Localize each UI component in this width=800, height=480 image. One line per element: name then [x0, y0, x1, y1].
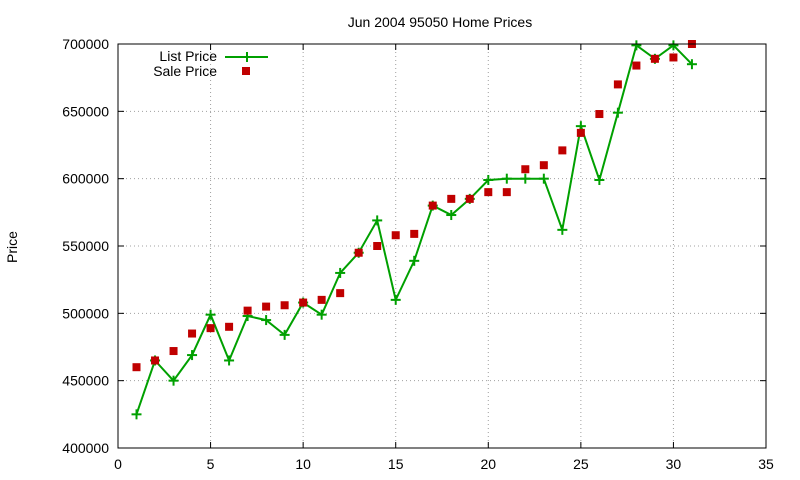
x-tick-label: 25 — [573, 456, 589, 472]
data-point-sale-price — [410, 229, 419, 238]
series-layer — [131, 40, 697, 420]
x-tick-label: 30 — [666, 456, 682, 472]
data-point-list-price — [390, 294, 401, 305]
data-point-list-price — [316, 309, 327, 320]
data-point-sale-price — [632, 61, 641, 70]
data-point-sale-price — [206, 324, 215, 333]
data-point-sale-price — [502, 188, 511, 197]
data-point-list-price — [372, 215, 383, 226]
data-point-list-price — [168, 375, 179, 386]
legend-marker-list-price — [242, 52, 252, 62]
data-point-sale-price — [132, 363, 141, 372]
data-point-list-price — [279, 329, 290, 340]
y-axis-label: Price — [4, 231, 20, 263]
data-point-sale-price — [613, 80, 622, 89]
series-sale-price — [132, 40, 696, 372]
data-point-list-price — [224, 355, 235, 366]
data-point-list-price — [261, 315, 272, 326]
data-point-sale-price — [484, 188, 493, 197]
tick-labels: 0 5 10 15 20 25 30 35 400000 450000 500000 550000 60… — [62, 36, 774, 472]
legend-label-sale-price: Sale Price — [153, 63, 217, 79]
plot-frame — [117, 43, 767, 449]
data-point-sale-price — [169, 347, 178, 356]
data-point-list-price — [483, 175, 494, 186]
series-list-price — [131, 40, 697, 420]
data-point-sale-price — [299, 298, 308, 307]
y-tick-label: 550000 — [62, 238, 109, 254]
data-point-sale-price — [558, 146, 567, 155]
data-point-sale-price — [447, 194, 456, 203]
data-point-sale-price — [188, 329, 197, 338]
series-line-list-price — [135, 43, 693, 415]
legend-label-list-price: List Price — [159, 48, 217, 64]
y-tick-label: 700000 — [62, 36, 109, 52]
x-tick-label: 35 — [758, 456, 774, 472]
data-point-list-price — [520, 173, 531, 184]
data-point-sale-price — [391, 231, 400, 240]
data-point-sale-price — [317, 295, 326, 304]
data-point-list-price — [557, 224, 568, 235]
data-point-sale-price — [539, 161, 548, 170]
y-tick-label: 450000 — [62, 373, 109, 389]
data-point-list-price — [594, 175, 605, 186]
x-tick-label: 15 — [388, 456, 404, 472]
data-point-list-price — [335, 267, 346, 278]
data-point-sale-price — [465, 194, 474, 203]
data-point-list-price — [187, 350, 198, 361]
x-tick-label: 5 — [207, 456, 215, 472]
x-tick-label: 20 — [480, 456, 496, 472]
data-point-list-price — [686, 59, 697, 70]
legend-marker-sale-price — [242, 67, 250, 75]
chart-title: Jun 2004 95050 Home Prices — [348, 14, 532, 30]
x-tick-label: 0 — [114, 456, 122, 472]
data-point-list-price — [205, 309, 216, 320]
data-point-list-price — [501, 173, 512, 184]
data-point-sale-price — [650, 54, 659, 63]
data-point-list-price — [446, 210, 457, 221]
data-point-sale-price — [280, 301, 289, 310]
data-point-sale-price — [151, 356, 160, 365]
y-tick-label: 600000 — [62, 171, 109, 187]
data-point-sale-price — [225, 322, 234, 331]
data-point-sale-price — [576, 128, 585, 137]
data-point-list-price — [612, 107, 623, 118]
data-point-sale-price — [373, 242, 382, 250]
data-point-sale-price — [354, 248, 363, 257]
data-point-sale-price — [521, 165, 530, 174]
data-point-sale-price — [243, 306, 252, 315]
y-tick-label: 500000 — [62, 305, 109, 321]
data-point-list-price — [538, 173, 549, 184]
y-tick-label: 650000 — [62, 103, 109, 119]
data-point-sale-price — [336, 289, 345, 298]
data-point-list-price — [131, 409, 142, 420]
data-point-list-price — [409, 255, 420, 266]
x-tick-label: 10 — [295, 456, 311, 472]
data-point-list-price — [668, 40, 679, 51]
data-point-sale-price — [262, 302, 271, 311]
legend: List Price Sale Price — [153, 48, 268, 79]
grid — [118, 44, 766, 448]
y-tick-label: 400000 — [62, 440, 109, 456]
data-point-sale-price — [595, 110, 604, 119]
data-point-list-price — [631, 40, 642, 51]
data-point-sale-price — [669, 53, 678, 62]
data-point-sale-price — [428, 201, 437, 210]
